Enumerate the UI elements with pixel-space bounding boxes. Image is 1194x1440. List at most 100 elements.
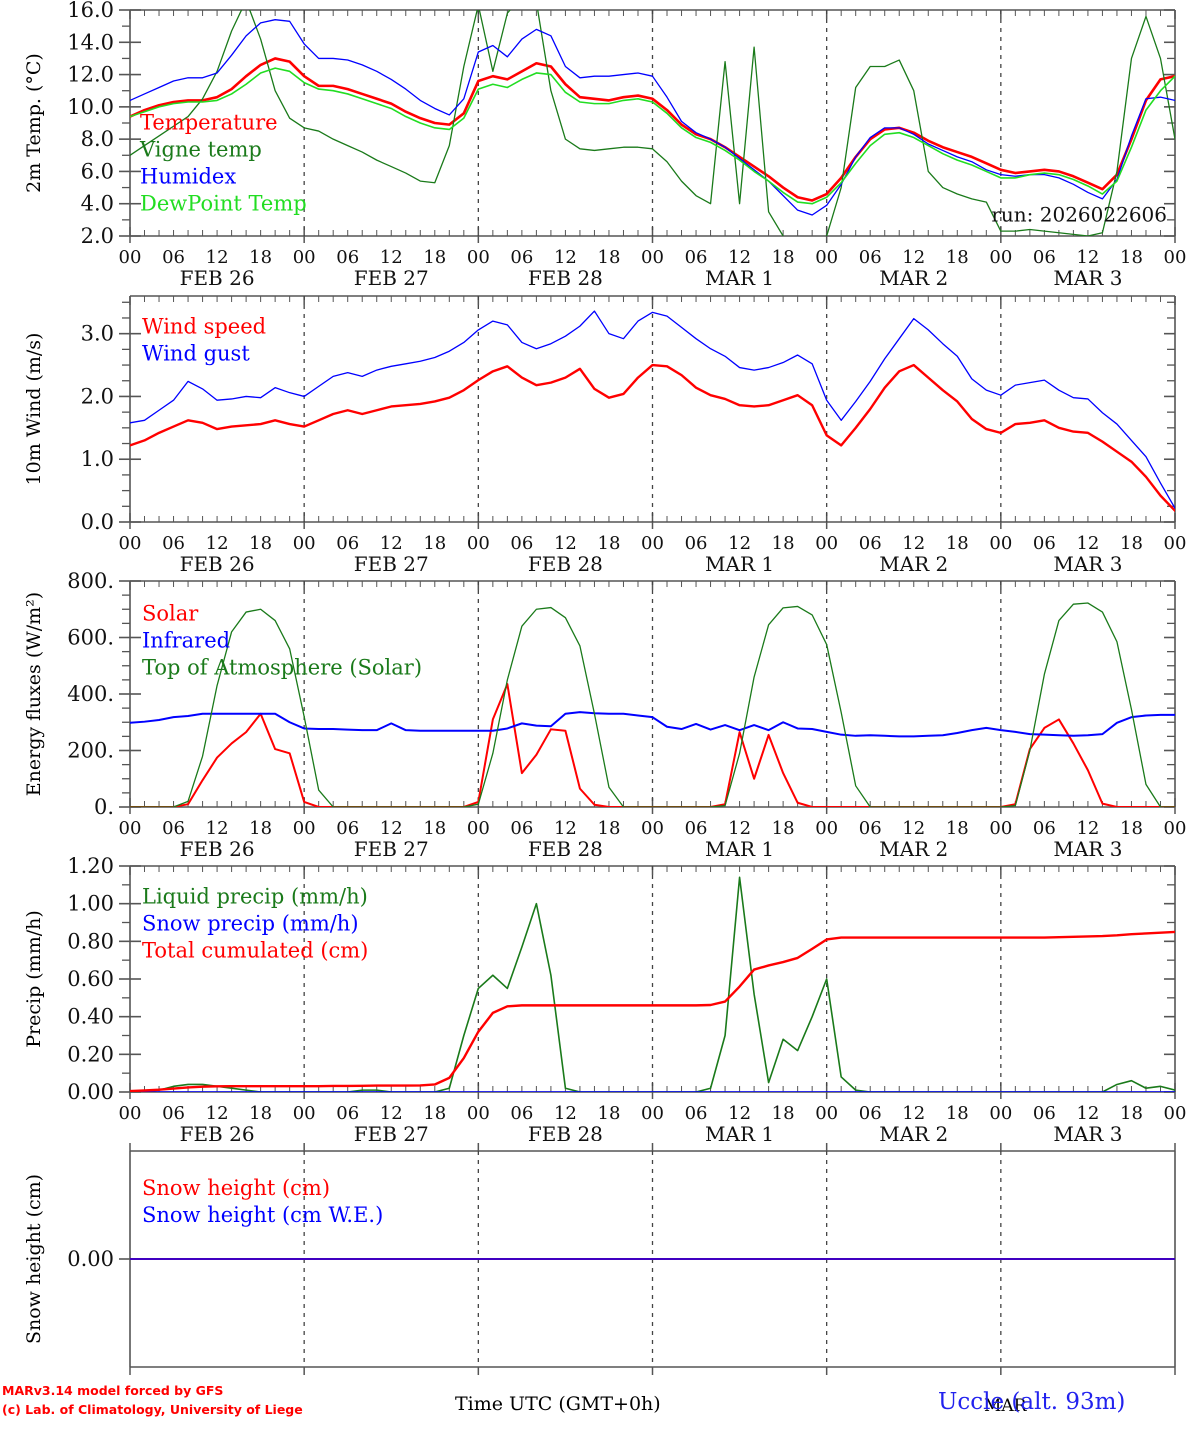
x-day-label: FEB 28 bbox=[528, 552, 603, 571]
legend-label: Snow precip (mm/h) bbox=[142, 912, 359, 936]
x-day-label: MAR 1 bbox=[705, 552, 774, 571]
series-line bbox=[130, 602, 1175, 807]
x-tick-label: 12 bbox=[206, 1103, 229, 1124]
x-tick-label: 12 bbox=[902, 1103, 925, 1124]
x-tick-label: 12 bbox=[728, 247, 751, 268]
x-tick-label: 18 bbox=[249, 247, 272, 268]
x-tick-label: 00 bbox=[815, 247, 838, 268]
x-tick-label: 12 bbox=[902, 533, 925, 554]
x-day-label: MAR 3 bbox=[1053, 837, 1122, 856]
x-day-label: MAR 1 bbox=[705, 837, 774, 856]
y-tick-label: 12.0 bbox=[67, 63, 114, 87]
x-tick-label: 12 bbox=[380, 818, 403, 839]
x-tick-label: 12 bbox=[728, 818, 751, 839]
y-tick-label: 8.0 bbox=[81, 127, 114, 151]
y-tick-label: 6.0 bbox=[81, 159, 114, 183]
x-tick-label: 00 bbox=[293, 533, 316, 554]
panel-energy: 0. 200. 400. 600. 800. Solar Infrared Top of At… bbox=[0, 571, 1194, 856]
plot-precip: 0.00 0.20 0.40 0.60 0.80 1.00 1.20 Liquid preci… bbox=[67, 856, 1186, 1141]
series-line bbox=[130, 711, 1175, 738]
y-tick-label: 1.0 bbox=[81, 447, 114, 471]
x-day-label: FEB 28 bbox=[528, 837, 603, 856]
x-axis-title: Time UTC (GMT+0h) bbox=[455, 1393, 661, 1415]
x-tick-label: 06 bbox=[1033, 1103, 1056, 1124]
legend-label: Infrared bbox=[142, 629, 230, 653]
x-tick-label: 12 bbox=[380, 247, 403, 268]
x-tick-label: 00 bbox=[1164, 818, 1187, 839]
y-tick-label: 400. bbox=[67, 682, 114, 706]
x-tick-label: 00 bbox=[467, 533, 490, 554]
x-tick-label: 06 bbox=[162, 247, 185, 268]
y-axis-title: Snow height (cm) bbox=[23, 1173, 45, 1345]
y-axis-title: 10m Wind (m/s) bbox=[23, 332, 45, 486]
x-day-label: FEB 26 bbox=[180, 266, 255, 286]
legend-label: Snow height (cm W.E.) bbox=[142, 1203, 383, 1227]
x-tick-label: 00 bbox=[641, 818, 664, 839]
legend-label: Wind speed bbox=[142, 315, 266, 339]
x-tick-label: 18 bbox=[772, 533, 795, 554]
x-day-label: FEB 27 bbox=[354, 266, 429, 286]
x-tick-label: 00 bbox=[641, 533, 664, 554]
x-tick-label: 12 bbox=[380, 1103, 403, 1124]
y-axis-title: 2m Temp. (°C) bbox=[23, 53, 45, 193]
x-tick-label: 00 bbox=[467, 247, 490, 268]
series-line bbox=[130, 10, 1175, 236]
x-tick-label: 18 bbox=[946, 247, 969, 268]
x-tick-label: 12 bbox=[206, 818, 229, 839]
x-tick-label: 06 bbox=[510, 818, 533, 839]
x-tick-label: 00 bbox=[119, 818, 142, 839]
y-tick-label: 0. bbox=[94, 795, 114, 819]
y-tick-label: 800. bbox=[67, 571, 114, 593]
x-tick-label: 12 bbox=[554, 818, 577, 839]
x-tick-label: 00 bbox=[293, 247, 316, 268]
x-day-label: FEB 26 bbox=[180, 837, 255, 856]
x-tick-label: 18 bbox=[1120, 247, 1143, 268]
x-tick-label: 00 bbox=[815, 818, 838, 839]
panel-snow: 0.00 Snow height (cm) Snow height (cm W.E.… bbox=[0, 1141, 1194, 1440]
x-tick-label: 18 bbox=[598, 1103, 621, 1124]
y-tick-label: 600. bbox=[67, 626, 114, 650]
x-tick-label: 06 bbox=[510, 247, 533, 268]
x-tick-label: 12 bbox=[380, 533, 403, 554]
y-axis-title: Energy fluxes (W/m²) bbox=[23, 591, 45, 797]
x-day-label: FEB 27 bbox=[354, 1122, 429, 1141]
x-tick-label: 06 bbox=[859, 247, 882, 268]
x-tick-label: 00 bbox=[293, 1103, 316, 1124]
legend-label: Solar bbox=[142, 602, 199, 626]
y-tick-label: 14.0 bbox=[67, 30, 114, 54]
y-tick-label: 0.0 bbox=[81, 510, 114, 534]
x-tick-label: 06 bbox=[1033, 533, 1056, 554]
legend-label: Liquid precip (mm/h) bbox=[142, 885, 368, 909]
y-axis-title: Precip (mm/h) bbox=[23, 910, 45, 1048]
legend-label: Temperature bbox=[140, 110, 278, 134]
y-tick-label: 0.40 bbox=[67, 1005, 114, 1029]
x-day-label: MAR 3 bbox=[1053, 266, 1122, 286]
credit-block: MARv3.14 model forced by GFS (c) Lab. of… bbox=[2, 1381, 303, 1419]
x-tick-label: 12 bbox=[902, 818, 925, 839]
x-tick-label: 12 bbox=[554, 1103, 577, 1124]
x-tick-label: 18 bbox=[598, 247, 621, 268]
x-tick-label: 12 bbox=[554, 247, 577, 268]
x-tick-label: 18 bbox=[946, 818, 969, 839]
x-tick-label: 00 bbox=[293, 818, 316, 839]
y-tick-label: 2.0 bbox=[81, 224, 114, 248]
station-label: Uccle (alt. 93m) bbox=[938, 1389, 1126, 1415]
x-day-label: MAR 1 bbox=[705, 1122, 774, 1141]
x-tick-label: 06 bbox=[859, 1103, 882, 1124]
series-line bbox=[130, 57, 1175, 202]
x-tick-label: 00 bbox=[641, 1103, 664, 1124]
x-tick-label: 18 bbox=[772, 1103, 795, 1124]
plot-wind: 0.0 1.0 2.0 3.0 Wind speed Wind gust 00 06 12 18 0… bbox=[81, 295, 1186, 571]
x-tick-label: 06 bbox=[685, 1103, 708, 1124]
series-line bbox=[130, 19, 1175, 216]
y-tick-label: 16.0 bbox=[67, 0, 114, 22]
plot-energy: 0. 200. 400. 600. 800. Solar Infrared Top of At… bbox=[67, 571, 1187, 856]
x-tick-label: 00 bbox=[467, 1103, 490, 1124]
x-tick-label: 00 bbox=[467, 818, 490, 839]
x-tick-label: 18 bbox=[946, 533, 969, 554]
y-tick-label: 200. bbox=[67, 739, 114, 763]
x-tick-label: 06 bbox=[685, 247, 708, 268]
x-day-label: FEB 27 bbox=[354, 552, 429, 571]
x-tick-label: 18 bbox=[423, 247, 446, 268]
x-tick-label: 12 bbox=[206, 533, 229, 554]
